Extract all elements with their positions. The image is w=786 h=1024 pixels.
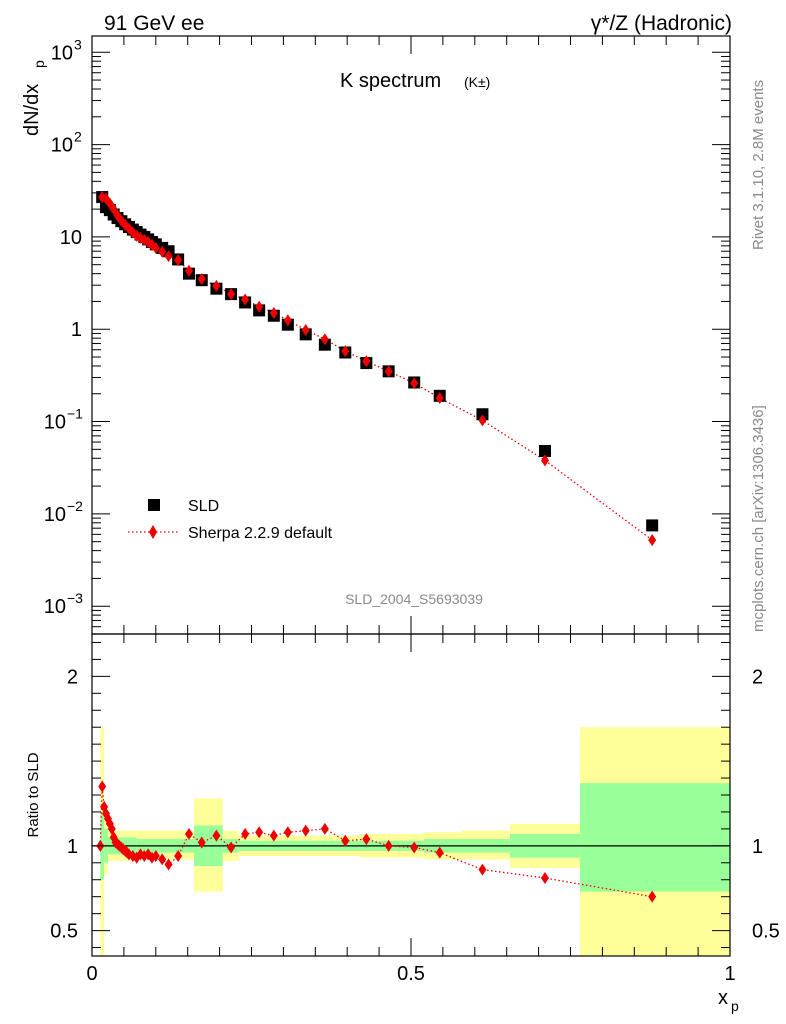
series-line-sherpa (101, 196, 653, 541)
ratio-point-sherpa-1 (98, 780, 107, 793)
legend-marker-sld (148, 499, 160, 511)
ratio-point-sherpa-34 (301, 824, 310, 837)
main-frame (91, 35, 731, 635)
ratio-point-sherpa-31 (255, 826, 264, 839)
data-point-sherpa-34 (540, 454, 549, 467)
ratio-point-sherpa-26 (184, 827, 193, 840)
ratio-y-tick-label-right-1: 1 (752, 836, 763, 858)
ratio-point-sherpa-25 (174, 850, 183, 863)
data-point-sherpa-23 (255, 300, 264, 313)
data-point-sherpa-33 (478, 414, 487, 427)
data-point-sherpa-24 (269, 306, 278, 319)
main-y-tick-label-6: 10 (51, 42, 73, 64)
rivet-version-label: Rivet 3.1.10, 2.8M events (750, 80, 767, 250)
main-y-tick-label-1: 10 (44, 504, 66, 526)
data-point-sherpa-21 (227, 288, 236, 301)
data-point-sherpa-18 (184, 264, 193, 277)
data-point-sherpa-17 (174, 254, 183, 267)
ratio-y-tick-label-0: 0.5 (50, 921, 78, 943)
ratio-point-sherpa-37 (362, 833, 371, 846)
data-point-sherpa-27 (320, 333, 329, 346)
data-point-sherpa-22 (241, 293, 250, 306)
main-y-tick-exponent-2: −1 (67, 406, 83, 422)
ratio-point-sherpa-39 (410, 841, 419, 854)
uncertainty-band-inner-11 (580, 783, 730, 892)
ratio-point-sherpa-23 (158, 853, 167, 866)
ratio-point-sherpa-28 (212, 829, 221, 842)
ratio-y-tick-label-1: 1 (67, 836, 78, 858)
ratio-point-sherpa-41 (478, 863, 487, 876)
ratio-y-axis-title: Ratio to SLD (25, 752, 42, 837)
data-point-sherpa-20 (212, 279, 221, 292)
x-tick-label-1: 0.5 (397, 963, 425, 985)
main-y-tick-exponent-6: 3 (74, 36, 82, 52)
main-y-tick-label-4: 10 (60, 227, 82, 249)
x-axis-title-main: x (718, 987, 728, 1009)
legend-marker-sherpa (149, 525, 157, 539)
ratio-point-sherpa-32 (269, 829, 278, 842)
ratio-y-tick-label-right-2: 2 (752, 666, 763, 688)
main-y-axis-title: dN/dx p (21, 60, 47, 136)
ratio-point-sherpa-27 (197, 836, 206, 849)
header-right: γ*/Z (Hadronic) (591, 12, 732, 35)
main-y-tick-exponent-5: 2 (74, 129, 82, 145)
x-axis-title-subscript: p (731, 998, 739, 1014)
ratio-point-sherpa-22 (151, 850, 160, 863)
chart-title-particle: (K±) (464, 74, 490, 90)
ratio-point-sherpa-29 (227, 841, 236, 854)
ratio-point-sherpa-43 (648, 890, 657, 903)
main-y-tick-label-5: 10 (51, 135, 73, 157)
main-y-tick-label-2: 10 (44, 412, 66, 434)
data-point-sherpa-35 (648, 534, 657, 547)
main-y-tick-exponent-0: −3 (67, 590, 83, 606)
ratio-point-sherpa-30 (241, 827, 250, 840)
main-y-tick-label-0: 10 (44, 596, 66, 618)
ratio-point-sherpa-35 (320, 822, 329, 835)
data-point-sherpa-14 (151, 241, 160, 254)
x-tick-label-0: 0 (86, 963, 97, 985)
x-tick-label-2: 1 (724, 963, 735, 985)
ratio-panel: 0.5 0.5 1 1 2 2 0 0.5 1 Ratio to SLD x p (25, 633, 780, 1014)
data-point-sherpa-29 (362, 355, 371, 368)
data-point-sherpa-25 (283, 314, 292, 327)
chart-title: K spectrum (340, 70, 441, 92)
data-point-sherpa-31 (410, 377, 419, 390)
main-y-axis-title-main: dN/dx (21, 84, 43, 136)
ratio-point-sherpa-42 (540, 872, 549, 885)
data-point-sld-34 (538, 444, 551, 457)
data-point-sherpa-32 (435, 391, 444, 404)
ratio-point-sherpa-38 (384, 839, 393, 852)
ratio-y-tick-label-right-0: 0.5 (752, 921, 780, 943)
ratio-x-axis-title: x p (718, 987, 739, 1014)
ratio-point-sherpa-40 (435, 846, 444, 859)
data-point-sld-35 (646, 519, 659, 532)
main-y-tick-label-3: 1 (71, 319, 82, 341)
ratio-point-sherpa-24 (164, 858, 173, 871)
ratio-y-tick-label-2: 2 (67, 666, 78, 688)
header-left: 91 GeV ee (104, 12, 204, 35)
data-point-sherpa-30 (384, 365, 393, 378)
data-point-sld-33 (476, 408, 489, 421)
main-y-tick-exponent-1: −2 (67, 498, 83, 514)
data-point-sherpa-16 (164, 250, 173, 263)
data-point-sherpa-26 (301, 324, 310, 337)
analysis-id: SLD_2004_S5693039 (345, 591, 483, 607)
ratio-frame (91, 633, 731, 957)
mcplots-source-label: mcplots.cern.ch [arXiv:1306.3436] (750, 405, 767, 632)
legend: SLD Sherpa 2.2.9 default (128, 498, 333, 542)
legend-label-sld: SLD (188, 498, 219, 515)
ratio-point-sherpa-36 (341, 834, 350, 847)
ratio-point-sherpa-33 (283, 826, 292, 839)
data-point-sherpa-28 (341, 345, 350, 358)
data-point-sherpa-19 (197, 273, 206, 286)
data-point-sherpa-15 (158, 245, 167, 258)
legend-label-sherpa: Sherpa 2.2.9 default (188, 525, 333, 542)
data-point-sherpa-3 (109, 203, 118, 216)
main-y-axis-title-subscript: p (31, 60, 47, 68)
